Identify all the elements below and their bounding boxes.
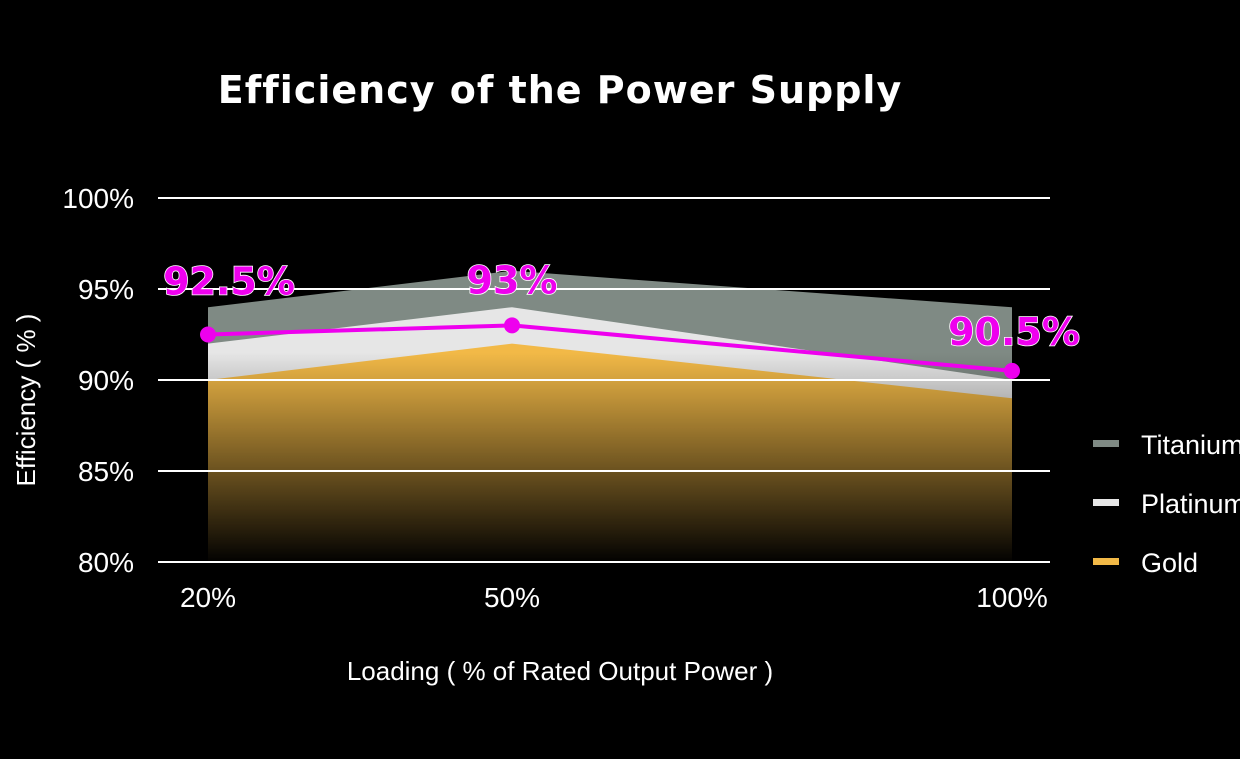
y-tick-label: 80%: [78, 547, 134, 578]
y-tick-label: 95%: [78, 274, 134, 305]
data-label: 93%: [467, 258, 558, 302]
y-axis-label: Efficiency ( % ): [11, 314, 41, 487]
legend: Titanium Platinum Gold: [1093, 430, 1240, 578]
legend-label: Gold: [1141, 548, 1198, 578]
measured-point: [200, 326, 216, 343]
x-tick-labels: 20% 50% 100%: [180, 582, 1048, 613]
data-label: 90.5%: [948, 310, 1080, 354]
legend-item-gold: Gold: [1093, 548, 1198, 578]
y-tick-label: 90%: [78, 365, 134, 396]
x-tick-label: 50%: [484, 582, 540, 613]
legend-swatch: [1093, 499, 1119, 506]
area-gold: [208, 343, 1012, 562]
data-label: 92.5%: [163, 260, 295, 304]
x-tick-label: 20%: [180, 582, 236, 613]
measured-point: [504, 317, 520, 334]
y-tick-label: 85%: [78, 456, 134, 487]
measured-point: [1004, 362, 1020, 379]
y-tick-label: 100%: [62, 183, 134, 214]
chart-title: Efficiency of the Power Supply: [218, 68, 902, 112]
x-tick-label: 100%: [976, 582, 1048, 613]
legend-label: Titanium: [1141, 430, 1240, 460]
x-axis-label: Loading ( % of Rated Output Power ): [347, 656, 773, 686]
data-labels: 92.5% 93% 90.5%: [162, 258, 1080, 355]
legend-item-titanium: Titanium: [1093, 430, 1240, 460]
legend-label: Platinum: [1141, 489, 1240, 519]
measured-line-layer: [200, 317, 1020, 379]
y-tick-labels: 80% 85% 90% 95% 100%: [62, 183, 134, 578]
legend-swatch: [1093, 440, 1119, 447]
area-layer: [208, 270, 1012, 562]
legend-swatch: [1093, 558, 1119, 565]
gridlines: [158, 197, 1050, 563]
legend-item-platinum: Platinum: [1093, 489, 1240, 519]
